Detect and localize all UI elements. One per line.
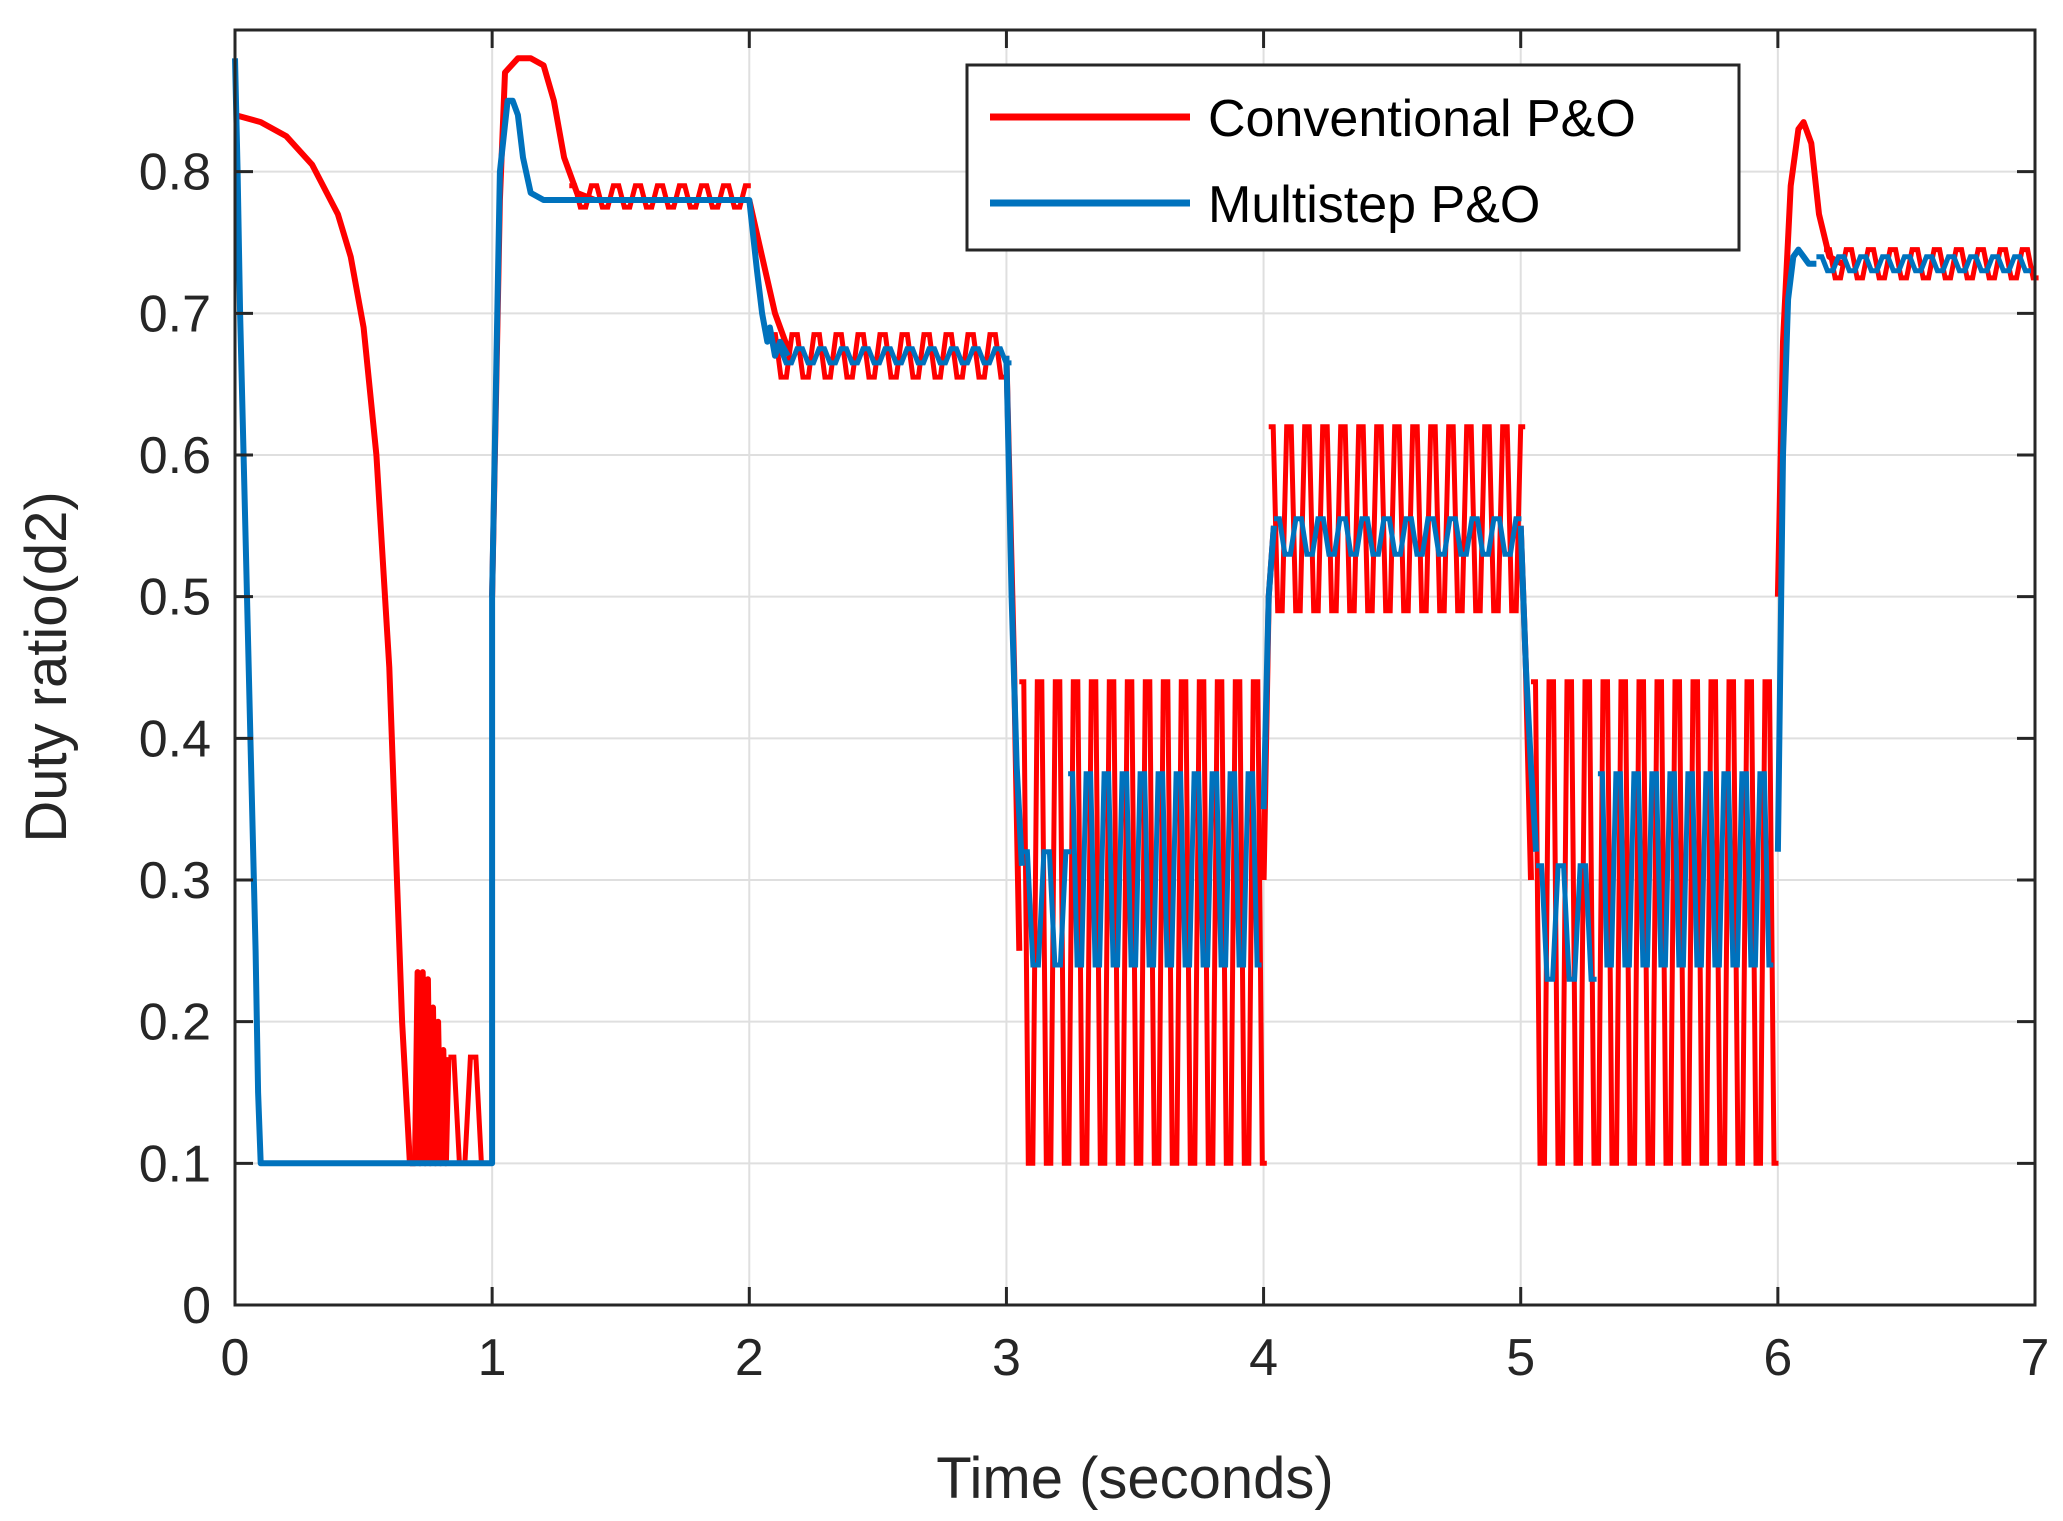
- x-axis-label: Time (seconds): [936, 1446, 1334, 1511]
- legend: Conventional P&O Multistep P&O: [965, 63, 1741, 252]
- series-multistep: [232, 58, 2031, 1167]
- x-tick-label: 4: [1249, 1329, 1278, 1387]
- series-oscillation-multistep: [1273, 516, 1522, 557]
- x-tick-label: 6: [1763, 1329, 1792, 1387]
- legend-box: [965, 63, 1741, 252]
- y-axis: 0 0.1 0.2 0.3 0.4 0.5 0.6 0.7 0.8: [139, 144, 2035, 1335]
- y-tick-label: 0.6: [139, 427, 211, 485]
- y-tick-label: 0.3: [139, 852, 211, 910]
- series-line-multistep: [1260, 525, 1277, 810]
- y-tick-label: 0.5: [139, 569, 211, 627]
- x-tick-label: 3: [992, 1329, 1021, 1387]
- series-oscillation-multistep: [1597, 771, 1774, 968]
- series-oscillation-conventional: [1268, 424, 1526, 614]
- series-line-conventional: [1774, 119, 1844, 597]
- y-tick-label: 0.8: [139, 144, 211, 202]
- series-oscillation-conventional: [1019, 679, 1267, 1166]
- series-oscillation-conventional: [569, 183, 751, 210]
- legend-label-multistep: Multistep P&O: [1208, 176, 1540, 234]
- y-tick-label: 0.1: [139, 1135, 211, 1193]
- series-oscillation-multistep: [775, 346, 1012, 366]
- legend-label-conventional: Conventional P&O: [1208, 90, 1636, 148]
- series-oscillation-conventional: [1531, 679, 1779, 1166]
- series-oscillation-multistep: [1068, 771, 1262, 968]
- y-axis-label: Duty ratio(d2): [14, 491, 79, 842]
- x-tick-label: 0: [221, 1329, 250, 1387]
- x-tick-label: 2: [735, 1329, 764, 1387]
- plot-area-frame: [233, 28, 2037, 1307]
- series-line-multistep: [1774, 246, 1817, 852]
- series-line-multistep: [1003, 355, 1025, 866]
- series-oscillation-multistep: [1816, 254, 2031, 274]
- series-layer: [232, 55, 2039, 1167]
- series-oscillation-conventional: [1824, 247, 2039, 281]
- series-oscillation-conventional: [448, 1054, 487, 1166]
- series-oscillation-multistep: [1536, 863, 1597, 982]
- series-line-conventional: [746, 199, 791, 350]
- x-tick-label: 7: [2021, 1329, 2050, 1387]
- x-axis: 0 1 2 3 4 5 6 7: [221, 30, 2050, 1387]
- y-tick-label: 0.2: [139, 994, 211, 1052]
- series-oscillation-conventional: [769, 332, 1007, 380]
- series-line-conventional: [234, 112, 413, 1164]
- series-oscillation-multistep: [1021, 849, 1072, 968]
- series-line-multistep: [1517, 525, 1540, 852]
- x-tick-label: 1: [478, 1329, 507, 1387]
- y-tick-label: 0.7: [139, 285, 211, 343]
- x-tick-label: 5: [1506, 1329, 1535, 1387]
- y-tick-label: 0: [182, 1277, 211, 1335]
- series-line-multistep: [232, 58, 791, 1167]
- y-tick-label: 0.4: [139, 710, 211, 768]
